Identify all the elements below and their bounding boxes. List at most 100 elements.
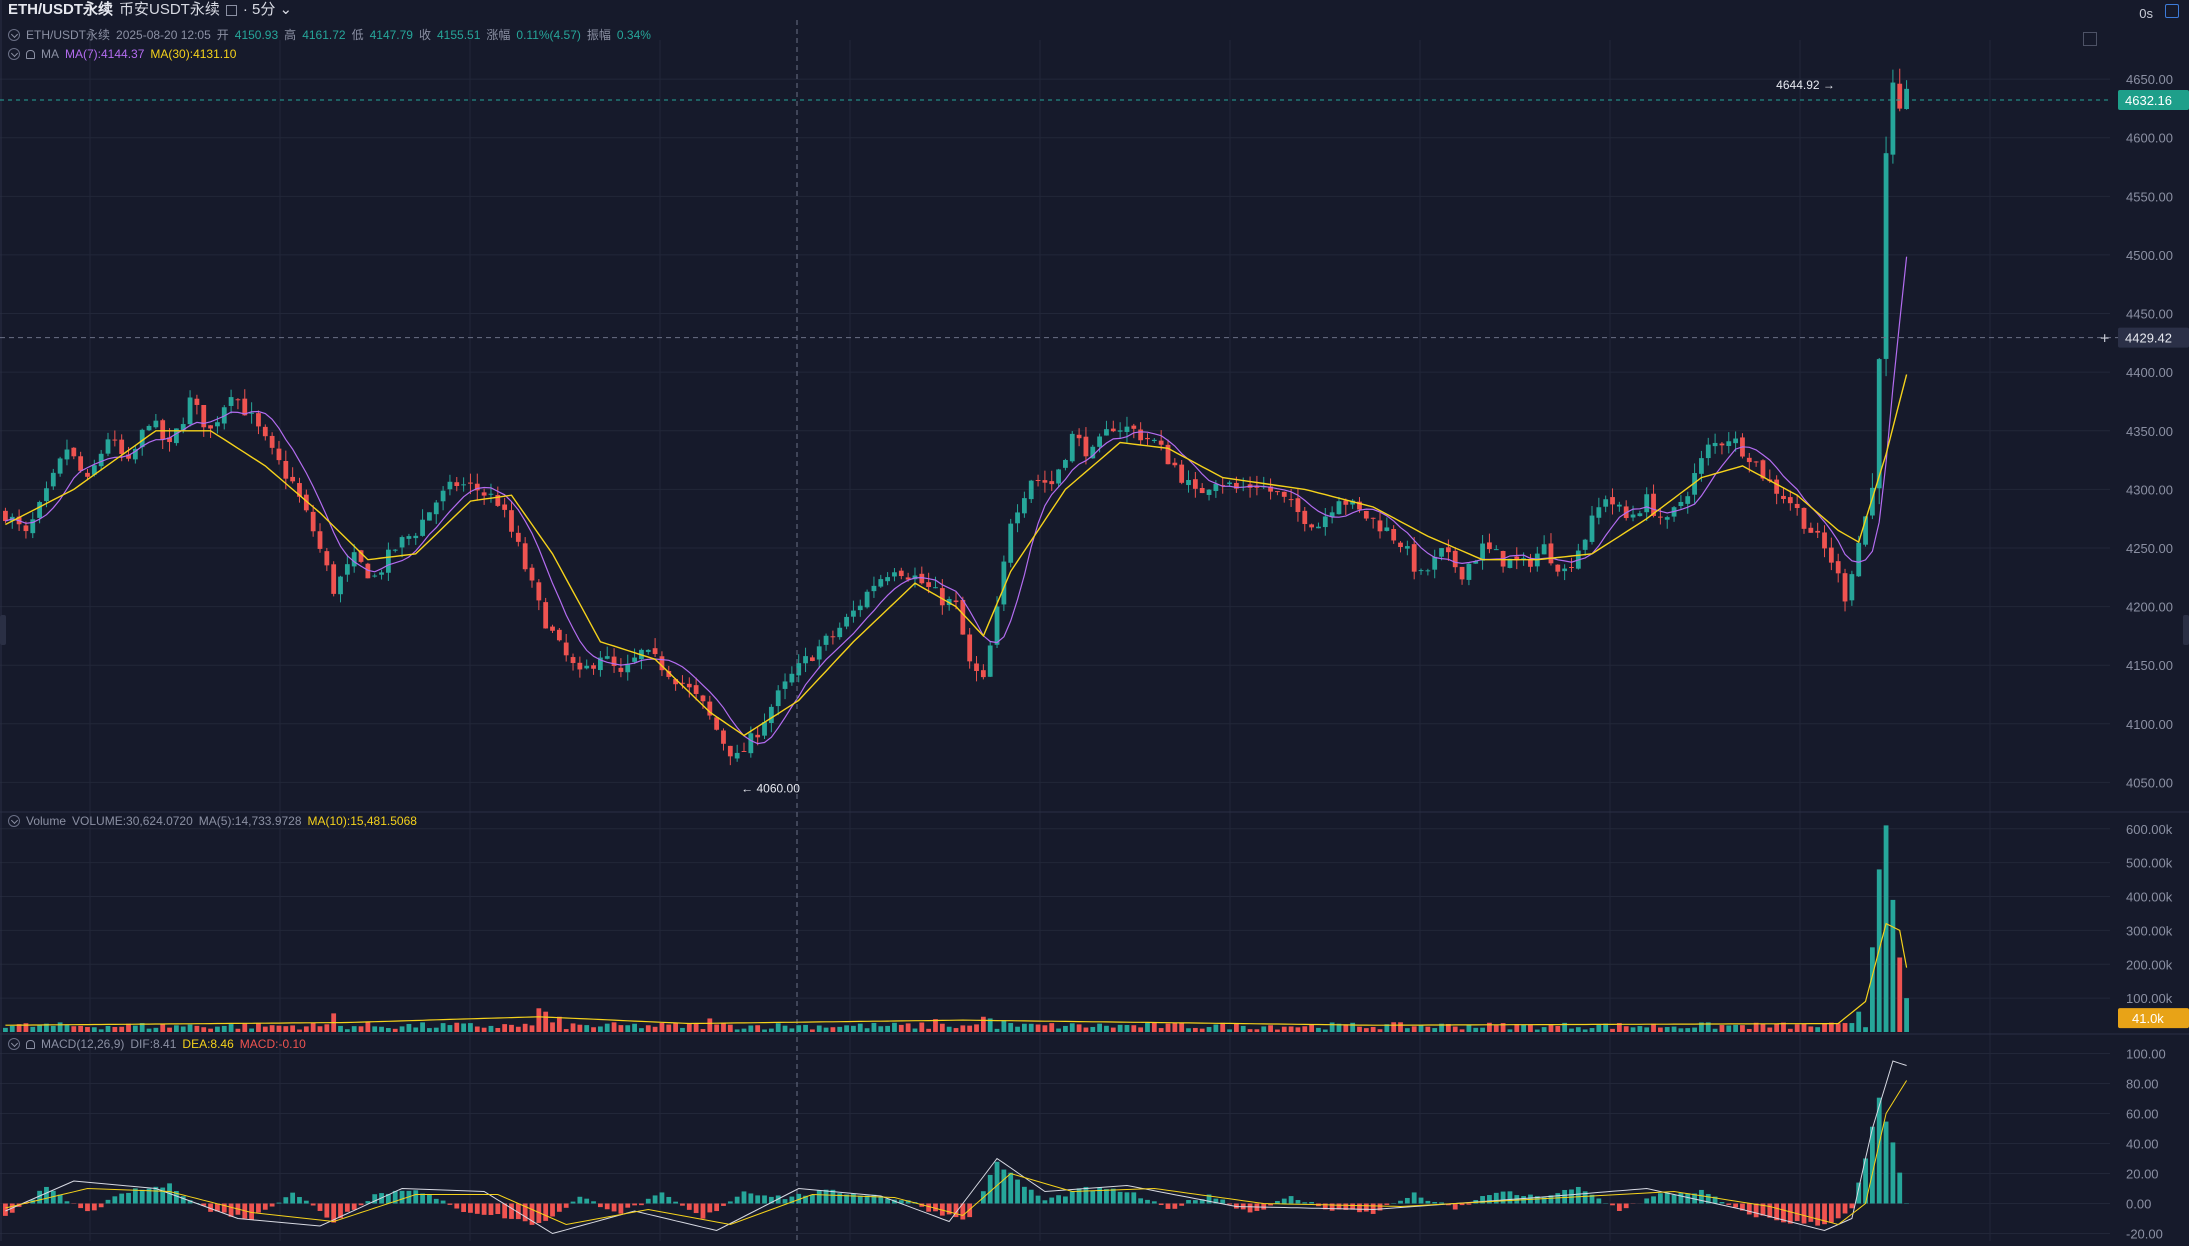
- candle: [1685, 496, 1690, 504]
- candle: [153, 421, 158, 428]
- volume-bar: [1138, 1027, 1143, 1032]
- volume-bar: [352, 1026, 357, 1032]
- candle: [106, 439, 111, 453]
- candle: [1884, 153, 1889, 359]
- volume-bar: [728, 1025, 733, 1032]
- volume-bar: [1487, 1023, 1492, 1032]
- volume-bar: [92, 1027, 97, 1032]
- volume-bar: [1761, 1024, 1766, 1032]
- macd-bar: [1467, 1204, 1472, 1205]
- interval-label: 5分: [252, 1, 275, 18]
- collapse-chevron-icon[interactable]: [8, 1038, 20, 1050]
- macd-bar: [591, 1201, 596, 1203]
- volume-bar: [666, 1025, 671, 1032]
- volume-bar: [769, 1029, 774, 1032]
- volume-bar: [495, 1028, 500, 1032]
- right-panel-handle[interactable]: [2183, 615, 2189, 645]
- candle: [1049, 481, 1054, 484]
- candle: [742, 751, 747, 752]
- macd-bar: [1685, 1193, 1690, 1203]
- ma-name[interactable]: MA: [41, 46, 59, 62]
- candle: [1836, 561, 1841, 573]
- bell-icon[interactable]: [26, 50, 35, 59]
- left-panel-handle[interactable]: [0, 615, 6, 645]
- volume-bar: [748, 1025, 753, 1032]
- candle: [1207, 490, 1212, 495]
- volume-bar: [1665, 1027, 1670, 1032]
- price-tick-label: 4100.00: [2126, 717, 2173, 732]
- volume-bar: [954, 1028, 959, 1032]
- macd-bar: [1733, 1204, 1738, 1208]
- price-tick-label: 4600.00: [2126, 131, 2173, 146]
- volume-bar: [694, 1024, 699, 1032]
- collapse-chevron-icon[interactable]: [8, 48, 20, 60]
- price-tick-label: 4250.00: [2126, 541, 2173, 556]
- candle: [851, 611, 856, 617]
- ma7-line: [5, 257, 1906, 744]
- volume-bar: [133, 1026, 138, 1032]
- price-tick-label: 4300.00: [2126, 482, 2173, 497]
- add-alert-plus-icon[interactable]: +: [2100, 331, 2109, 348]
- interval-selector[interactable]: · 5分 ⌄: [243, 2, 292, 18]
- macd-bar: [92, 1204, 97, 1211]
- macd-bar: [926, 1204, 931, 1212]
- volume-bar: [523, 1024, 528, 1032]
- volume-bar: [625, 1025, 630, 1032]
- collapse-chevron-icon[interactable]: [8, 815, 20, 827]
- volume-bar: [372, 1026, 377, 1032]
- volume-bar: [359, 1026, 364, 1032]
- candle: [208, 425, 213, 428]
- macd-bar: [666, 1197, 671, 1204]
- macd-bar: [1043, 1200, 1048, 1203]
- volume-name[interactable]: Volume: [26, 813, 66, 829]
- volume-bar: [591, 1027, 596, 1032]
- bell-icon[interactable]: [26, 1040, 35, 1049]
- macd-bar: [851, 1194, 856, 1204]
- volume-bar: [619, 1025, 624, 1032]
- candle: [1726, 441, 1731, 446]
- volume-bar: [1131, 1025, 1136, 1032]
- candle: [1699, 458, 1704, 474]
- candle: [803, 656, 808, 663]
- volume-bar: [536, 1008, 541, 1032]
- candle: [1891, 83, 1896, 155]
- volume-bar: [1261, 1026, 1266, 1032]
- macd-bar: [270, 1204, 275, 1207]
- ma-legend: MA MA(7):4144.37 MA(30):4131.10: [8, 46, 236, 62]
- edit-icon[interactable]: [226, 5, 237, 16]
- candle: [147, 426, 152, 430]
- candle: [400, 537, 405, 547]
- candle: [1104, 429, 1109, 435]
- volume-bar: [413, 1027, 418, 1032]
- symbol-pair[interactable]: ETH/USDT永续: [8, 2, 113, 18]
- volume-bar: [1207, 1027, 1212, 1032]
- collapse-chevron-icon[interactable]: [8, 29, 20, 41]
- macd-bar: [1282, 1199, 1287, 1204]
- macd-bar: [311, 1204, 316, 1206]
- macd-bar: [810, 1195, 815, 1204]
- fullscreen-icon[interactable]: [2083, 32, 2097, 46]
- chevron-down-icon: ⌄: [280, 1, 293, 18]
- volume-bar: [1891, 900, 1896, 1032]
- macd-bar: [1699, 1190, 1704, 1204]
- candle: [318, 531, 323, 549]
- volume-bar: [550, 1022, 555, 1032]
- candle: [283, 461, 288, 479]
- candle: [967, 634, 972, 661]
- volume-bar: [441, 1023, 446, 1032]
- volume-tick-label: 200.00k: [2126, 957, 2173, 972]
- volume-bar: [461, 1023, 466, 1032]
- candle: [1617, 505, 1622, 507]
- candle: [1275, 491, 1280, 492]
- macd-name[interactable]: MACD(12,26,9): [41, 1036, 124, 1052]
- volume-bar: [263, 1027, 268, 1032]
- volume-bar: [222, 1026, 227, 1032]
- macd-bar: [1419, 1198, 1424, 1204]
- volume-bar: [1323, 1030, 1328, 1032]
- volume-bar: [85, 1027, 90, 1032]
- candle: [1378, 520, 1383, 531]
- layout-icon[interactable]: [2165, 4, 2179, 18]
- candle: [865, 592, 870, 608]
